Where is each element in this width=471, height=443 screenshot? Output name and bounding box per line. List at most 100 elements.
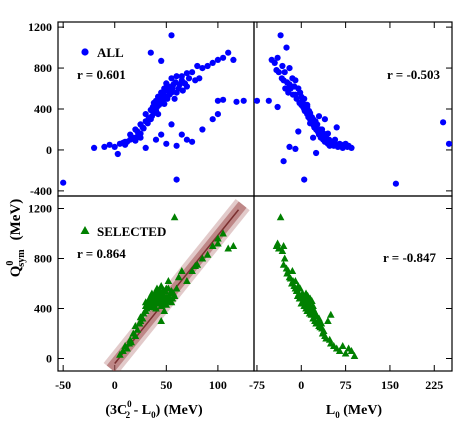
data-point: [301, 176, 308, 183]
data-point: [179, 87, 186, 94]
data-point: [392, 180, 399, 187]
x-axis-label-bottom-left: (3C0 2 - L0) (MeV): [105, 399, 203, 420]
points-top-right: [254, 32, 452, 187]
data-point: [338, 342, 347, 349]
data-point: [158, 131, 165, 138]
data-point: [147, 49, 154, 56]
data-point: [157, 317, 165, 324]
data-point: [275, 69, 282, 76]
data-point: [196, 75, 203, 82]
data-point: [193, 260, 202, 268]
data-point: [296, 284, 304, 292]
data-point: [167, 298, 176, 306]
data-point: [254, 97, 261, 104]
x-tick-label: 0: [112, 378, 118, 392]
data-point: [60, 179, 67, 186]
data-point: [114, 150, 121, 158]
data-point: [219, 229, 227, 237]
data-point: [315, 113, 323, 120]
x-label-sup: 0: [127, 399, 132, 409]
data-point: [173, 73, 180, 80]
points-bottom-right: [272, 213, 359, 359]
x-axis-label-bottom-right: L0 (MeV): [326, 403, 383, 420]
data-point: [214, 111, 221, 118]
data-point: [189, 138, 196, 145]
x-label-main: L: [326, 403, 335, 418]
data-point: [225, 49, 232, 56]
data-point: [170, 292, 179, 299]
data-point: [208, 242, 217, 249]
y-tick-label: 400: [34, 302, 52, 316]
data-point: [318, 126, 326, 133]
data-point: [142, 144, 149, 151]
correlation-bottom-left: r = 0.864: [77, 246, 126, 261]
legend-label-selected: SELECTED: [97, 224, 166, 239]
data-point: [265, 97, 272, 104]
y-tick-label: 1200: [28, 202, 52, 216]
y-label-units: (MeV): [8, 199, 24, 241]
data-point: [168, 32, 175, 39]
data-point: [291, 277, 300, 284]
data-point: [133, 325, 142, 333]
data-point: [333, 124, 340, 131]
data-point: [101, 143, 108, 150]
data-point: [281, 69, 288, 76]
data-point: [304, 101, 311, 108]
data-point: [214, 56, 221, 64]
data-point: [178, 131, 185, 138]
data-point: [183, 70, 190, 77]
data-point: [220, 96, 227, 103]
data-point: [198, 254, 207, 262]
data-point: [309, 302, 317, 309]
x-tick-label: 100: [209, 378, 227, 392]
panel-top-left: -400 0 400 800 1200 ALL r = 0.601: [28, 20, 452, 198]
data-point: [178, 73, 185, 80]
data-point: [214, 97, 221, 104]
data-point: [188, 267, 196, 274]
data-point: [116, 350, 124, 358]
data-point: [203, 250, 212, 258]
data-point: [209, 116, 216, 123]
data-point: [152, 136, 160, 143]
data-point: [279, 260, 288, 268]
data-point: [122, 138, 129, 145]
x-label-main: (3C: [105, 403, 127, 418]
data-point: [164, 277, 173, 284]
data-point: [152, 304, 160, 312]
legend-marker-all: [81, 48, 89, 56]
x-tick-label: -75: [249, 378, 265, 392]
data-point: [168, 75, 175, 82]
data-point: [276, 213, 285, 221]
data-point: [301, 95, 308, 102]
data-point: [348, 144, 355, 151]
y-ticks-top-left: -400 0 400 800 1200: [28, 20, 452, 198]
data-point: [341, 349, 350, 357]
y-tick-label: 400: [34, 102, 52, 116]
x-label-tail: (MeV): [340, 403, 383, 418]
data-point: [91, 144, 98, 151]
x-tick-label: -50: [55, 378, 71, 392]
data-point: [280, 158, 287, 165]
x-label-sub: 0: [335, 410, 340, 420]
data-point: [111, 143, 118, 150]
data-point: [137, 134, 144, 141]
points-top-left: [60, 32, 247, 186]
data-point: [131, 332, 140, 339]
data-point: [440, 119, 447, 126]
data-point: [199, 126, 206, 133]
data-point: [240, 97, 247, 104]
y-tick-label: 800: [34, 252, 52, 266]
data-point: [204, 62, 211, 70]
data-point: [183, 83, 190, 90]
x-label-sub: 2: [126, 410, 131, 420]
data-point: [138, 314, 147, 322]
data-point: [183, 136, 190, 143]
data-point: [132, 136, 139, 143]
data-point: [321, 116, 328, 123]
data-point: [140, 125, 147, 132]
data-point: [331, 136, 339, 143]
data-point: [174, 273, 183, 281]
data-point: [324, 317, 332, 324]
